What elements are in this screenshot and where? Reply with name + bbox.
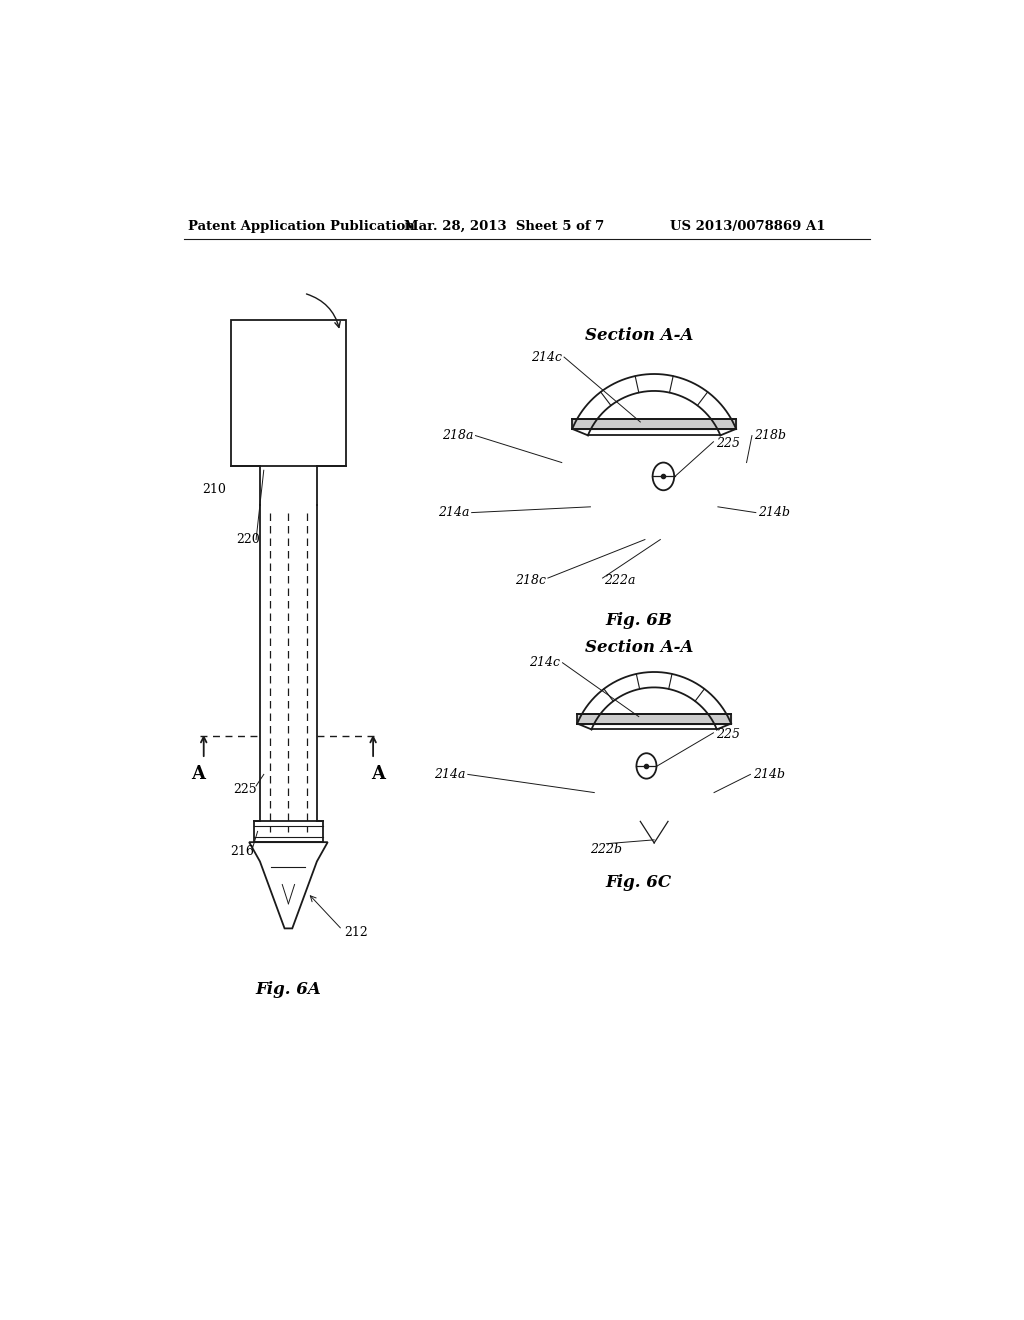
Text: Fig. 6C: Fig. 6C <box>606 874 672 891</box>
Text: A: A <box>372 766 385 783</box>
Text: 216: 216 <box>230 845 254 858</box>
Text: Section A-A: Section A-A <box>585 327 693 345</box>
Text: 218c: 218c <box>515 574 547 587</box>
Bar <box>230 321 346 466</box>
Text: 214c: 214c <box>529 656 560 669</box>
Text: 214c: 214c <box>530 351 562 363</box>
Text: Fig. 6B: Fig. 6B <box>605 612 672 628</box>
Text: 218a: 218a <box>441 429 473 442</box>
Text: 214b: 214b <box>753 768 784 781</box>
Polygon shape <box>578 714 731 723</box>
Text: Mar. 28, 2013  Sheet 5 of 7: Mar. 28, 2013 Sheet 5 of 7 <box>403 219 604 232</box>
Text: 220: 220 <box>236 533 259 546</box>
Text: 214b: 214b <box>758 506 791 519</box>
Text: 225: 225 <box>716 437 739 450</box>
Bar <box>254 821 323 842</box>
Text: A: A <box>191 766 206 783</box>
Text: 218b: 218b <box>755 429 786 442</box>
Text: Section A-A: Section A-A <box>585 639 693 656</box>
Text: 222b: 222b <box>591 842 623 855</box>
Text: Patent Application Publication: Patent Application Publication <box>188 219 415 232</box>
Text: 214a: 214a <box>438 506 469 519</box>
Text: 214a: 214a <box>434 768 466 781</box>
Text: Fig. 6A: Fig. 6A <box>256 982 322 998</box>
Text: 210: 210 <box>202 483 225 496</box>
Text: 212: 212 <box>345 925 369 939</box>
Text: 225: 225 <box>716 727 739 741</box>
Text: 222a: 222a <box>604 574 636 587</box>
Text: US 2013/0078869 A1: US 2013/0078869 A1 <box>670 219 825 232</box>
Text: 225: 225 <box>232 783 256 796</box>
Polygon shape <box>572 418 736 429</box>
